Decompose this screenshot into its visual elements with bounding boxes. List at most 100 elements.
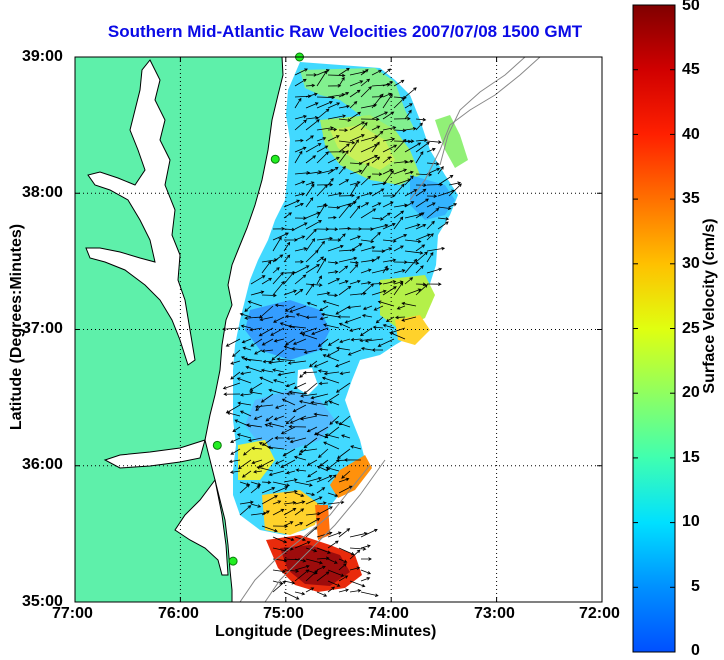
velocity-arrow bbox=[327, 293, 339, 298]
colorbar-tick-label: 0 bbox=[691, 642, 700, 659]
grid bbox=[75, 57, 602, 602]
velocity-arrow bbox=[349, 260, 360, 265]
velocity-arrow bbox=[225, 338, 241, 347]
velocity-arrow bbox=[245, 423, 263, 428]
velocity-arrow bbox=[249, 390, 263, 395]
velocity-arrow bbox=[324, 393, 340, 404]
velocity-arrow bbox=[375, 316, 384, 324]
velocity-arrow bbox=[321, 376, 340, 384]
velocity-arrow bbox=[316, 100, 333, 109]
velocity-arrow bbox=[327, 244, 344, 252]
velocity-arrow bbox=[302, 370, 318, 375]
velocity-arrow bbox=[361, 313, 373, 318]
velocity-arrow bbox=[305, 197, 314, 208]
colorbar-tick-label: 25 bbox=[682, 320, 700, 337]
velocity-arrow bbox=[316, 236, 334, 241]
velocity-arrow bbox=[327, 156, 340, 164]
velocity-arrow bbox=[360, 245, 376, 252]
velocity-arrow bbox=[338, 528, 351, 538]
velocity-arrow bbox=[404, 175, 414, 186]
velocity-arrow bbox=[226, 411, 241, 417]
velocity-arrow bbox=[270, 327, 285, 336]
velocity-arrow bbox=[327, 586, 336, 593]
velocity-arrow bbox=[448, 203, 458, 208]
velocity-arrow bbox=[294, 119, 307, 131]
velocity-arrow bbox=[349, 181, 361, 186]
velocity-arrow bbox=[349, 195, 360, 208]
velocity-arrow bbox=[360, 117, 380, 122]
velocity-arrow bbox=[305, 228, 317, 241]
velocity-arrow bbox=[250, 503, 262, 508]
velocity-arrow bbox=[349, 547, 367, 551]
velocity-arrow bbox=[281, 398, 296, 406]
velocity-arrow bbox=[349, 161, 363, 166]
velocity-arrow bbox=[349, 80, 364, 87]
velocity-arrow bbox=[339, 338, 351, 344]
velocity-arrow bbox=[292, 338, 307, 345]
velocity-arrow bbox=[283, 254, 291, 263]
y-tick-label: 36:00 bbox=[22, 456, 63, 473]
velocity-arrow bbox=[250, 481, 262, 486]
velocity-arrow bbox=[243, 357, 263, 362]
velocity-arrow bbox=[294, 114, 307, 120]
velocity-arrow bbox=[371, 289, 387, 296]
velocity-arrow bbox=[250, 338, 263, 347]
pamlico-sound bbox=[174, 478, 229, 576]
velocity-arrow bbox=[239, 393, 252, 397]
velocity-arrow bbox=[305, 283, 315, 296]
velocity-arrow bbox=[426, 202, 436, 208]
x-tick-label: 76:00 bbox=[158, 605, 199, 622]
velocity-arrow bbox=[382, 168, 394, 175]
velocity-arrow bbox=[404, 261, 420, 265]
velocity-arrow bbox=[437, 206, 452, 211]
velocity-arrow bbox=[393, 168, 408, 175]
velocity-arrow bbox=[404, 201, 415, 208]
velocity-arrow bbox=[242, 448, 252, 456]
velocity-arrow bbox=[327, 238, 342, 242]
velocity-arrow bbox=[261, 480, 272, 485]
velocity-arrow bbox=[261, 293, 277, 298]
velocity-arrow bbox=[251, 446, 263, 451]
velocity-arrow bbox=[294, 536, 307, 542]
velocity-arrow bbox=[316, 487, 326, 494]
velocity-arrow bbox=[222, 327, 241, 331]
velocity-arrow bbox=[360, 239, 375, 244]
velocity-arrow bbox=[415, 141, 430, 153]
velocity-arrow bbox=[316, 151, 329, 164]
velocity-arrow bbox=[371, 249, 386, 253]
velocity-arrow bbox=[426, 233, 434, 241]
velocity-arrow bbox=[382, 126, 397, 131]
velocity-arrow bbox=[338, 265, 349, 274]
velocity-arrow bbox=[241, 338, 252, 344]
velocity-arrow bbox=[350, 445, 362, 450]
velocity-arrow bbox=[253, 415, 263, 420]
velocity-arrow bbox=[261, 525, 278, 533]
radar-station-marker bbox=[228, 556, 238, 566]
velocity-arrow bbox=[393, 203, 408, 208]
colorbar-tick-label: 5 bbox=[691, 578, 700, 595]
velocity-arrow bbox=[239, 312, 252, 318]
velocity-arrow bbox=[382, 258, 397, 263]
velocity-arrow bbox=[244, 305, 252, 312]
velocity-arrow bbox=[426, 167, 441, 175]
velocity-arrow bbox=[426, 220, 435, 230]
velocity-arrow bbox=[316, 202, 327, 219]
velocity-vectors bbox=[222, 67, 462, 600]
velocity-arrow bbox=[324, 433, 340, 439]
velocity-arrow bbox=[240, 371, 252, 376]
velocity-arrow bbox=[254, 349, 263, 355]
velocity-arrow bbox=[415, 188, 427, 197]
velocity-arrow bbox=[426, 246, 446, 252]
velocity-arrow bbox=[305, 264, 320, 274]
velocity-arrow bbox=[285, 415, 296, 425]
velocity-arrow bbox=[349, 235, 361, 241]
velocity-arrow bbox=[415, 251, 428, 263]
velocity-arrow bbox=[316, 531, 333, 538]
velocity-arrow bbox=[382, 280, 397, 285]
velocity-arrow bbox=[316, 275, 322, 285]
velocity-arrow bbox=[318, 347, 329, 352]
velocity-arrow bbox=[305, 135, 314, 142]
velocity-arrow bbox=[339, 371, 351, 376]
velocity-arrow bbox=[316, 70, 328, 87]
